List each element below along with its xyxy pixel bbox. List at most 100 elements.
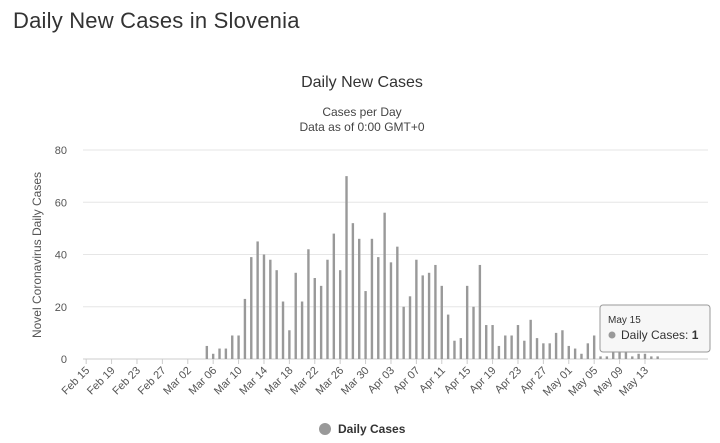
bar[interactable]	[275, 270, 278, 360]
bar[interactable]	[440, 285, 443, 359]
tooltip-series-label: Daily Cases:	[621, 328, 688, 342]
bar[interactable]	[205, 345, 209, 359]
bar[interactable]	[567, 345, 570, 359]
bar[interactable]	[656, 356, 659, 359]
y-tick-label: 60	[55, 197, 67, 209]
bar[interactable]	[605, 356, 609, 359]
bar[interactable]	[415, 259, 418, 359]
legend-marker	[319, 423, 331, 435]
bar[interactable]	[592, 335, 596, 359]
bar[interactable]	[485, 325, 488, 359]
bar[interactable]	[294, 272, 297, 359]
bar[interactable]	[408, 296, 412, 359]
bar[interactable]	[402, 306, 405, 359]
chart-subtitle-line-1: Cases per Day	[322, 105, 401, 119]
bar[interactable]	[281, 301, 285, 359]
bar[interactable]	[256, 241, 259, 359]
bar[interactable]	[269, 259, 272, 359]
bar[interactable]	[313, 278, 316, 359]
x-tick-label: Apr 07	[391, 365, 422, 396]
bar[interactable]	[586, 343, 590, 359]
tooltip-series-value: 1	[692, 328, 699, 342]
legend-label: Daily Cases	[338, 422, 406, 436]
chart-title: Daily New Cases	[301, 74, 423, 91]
bar[interactable]	[548, 343, 551, 359]
bar[interactable]	[599, 356, 602, 359]
y-axis-label: Novel Coronavirus Daily Cases	[30, 172, 44, 338]
bar[interactable]	[427, 272, 431, 359]
bar[interactable]	[345, 176, 348, 360]
bar[interactable]	[307, 249, 310, 359]
bar[interactable]	[421, 275, 424, 359]
bar[interactable]	[478, 264, 482, 359]
bar[interactable]	[396, 246, 399, 359]
tooltip-date: May 15	[608, 315, 641, 326]
y-tick-label: 80	[55, 145, 67, 157]
bar[interactable]	[351, 223, 355, 359]
bar[interactable]	[434, 264, 437, 359]
bar[interactable]	[516, 325, 520, 359]
bar[interactable]	[250, 257, 253, 359]
page-heading: Daily New Cases in Slovenia	[13, 8, 300, 33]
bar[interactable]	[529, 319, 532, 359]
bar[interactable]	[377, 257, 380, 359]
x-tick-label: Apr 23	[493, 365, 524, 396]
bar[interactable]	[580, 353, 583, 359]
bar[interactable]	[504, 335, 507, 359]
x-tick-label: Mar 30	[339, 365, 372, 398]
bar[interactable]	[624, 351, 628, 359]
tooltip-box	[599, 304, 711, 353]
bar[interactable]	[459, 338, 463, 359]
bar[interactable]	[300, 301, 304, 359]
bar[interactable]	[497, 345, 501, 359]
bar[interactable]	[643, 353, 647, 359]
bar[interactable]	[542, 343, 545, 359]
bar[interactable]	[332, 233, 336, 359]
bar[interactable]	[612, 351, 615, 359]
x-tick-label: Apr 03	[366, 365, 397, 396]
bar[interactable]	[631, 356, 634, 359]
bar[interactable]	[446, 314, 450, 359]
bar[interactable]	[389, 262, 393, 359]
bar[interactable]	[510, 335, 513, 359]
bar[interactable]	[231, 335, 234, 359]
tooltip: May 15 Daily Cases: 1	[599, 304, 711, 353]
bar[interactable]	[358, 238, 361, 359]
bar[interactable]	[472, 306, 475, 359]
bar[interactable]	[523, 340, 526, 359]
bar[interactable]	[224, 348, 228, 359]
bar[interactable]	[262, 254, 266, 360]
bar[interactable]	[491, 325, 494, 359]
bar[interactable]	[237, 335, 240, 359]
bar[interactable]	[573, 348, 577, 359]
bar[interactable]	[561, 330, 564, 359]
bar[interactable]	[618, 351, 621, 359]
bar[interactable]	[465, 285, 469, 359]
bars	[205, 176, 659, 360]
bar[interactable]	[535, 338, 539, 359]
bar[interactable]	[453, 340, 456, 359]
x-tick-label: Apr 19	[467, 365, 498, 396]
bar[interactable]	[637, 353, 640, 359]
bar[interactable]	[243, 298, 247, 359]
bar[interactable]	[319, 285, 323, 359]
x-tick-label: Apr 15	[442, 365, 473, 396]
x-tick-label: Apr 11	[417, 365, 448, 396]
bar[interactable]	[554, 332, 558, 360]
bar[interactable]	[338, 270, 342, 360]
bar[interactable]	[211, 353, 215, 359]
y-tick-label: 40	[55, 250, 67, 262]
tooltip-marker	[608, 331, 616, 339]
bar[interactable]	[370, 238, 374, 359]
chart-subtitle-line-2: Data as of 0:00 GMT+0	[299, 120, 424, 134]
bar[interactable]	[383, 212, 386, 359]
bar[interactable]	[218, 348, 221, 359]
bar[interactable]	[364, 291, 367, 359]
legend[interactable]: Daily Cases	[319, 422, 406, 436]
bar[interactable]	[326, 259, 329, 359]
bar[interactable]	[288, 330, 291, 359]
bar[interactable]	[650, 356, 653, 359]
y-tick-label: 20	[55, 302, 67, 314]
